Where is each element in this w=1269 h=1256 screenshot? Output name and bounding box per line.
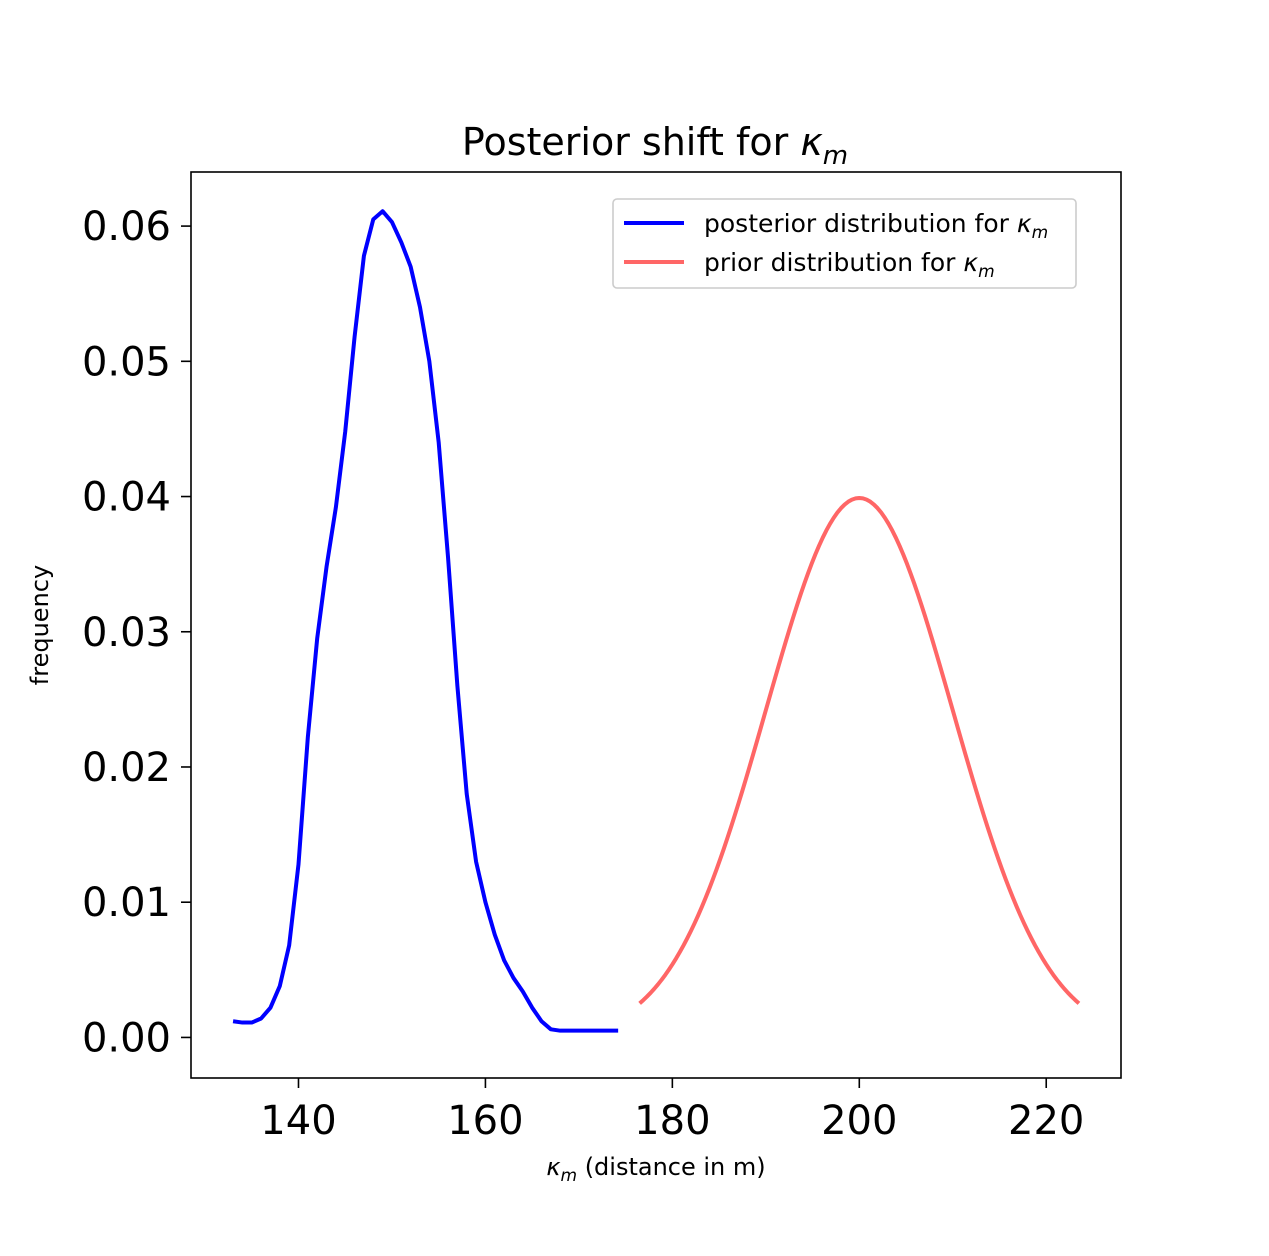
x-tick-label: 180 [634,1098,710,1144]
legend-label-prior: prior distribution for κm [704,248,995,282]
legend-label-posterior: posterior distribution for κm [704,209,1048,243]
x-tick-label: 140 [260,1098,336,1144]
y-tick-label: 0.05 [82,339,171,385]
y-tick-label: 0.04 [82,475,171,521]
legend: posterior distribution for κm prior dist… [612,198,1077,289]
x-axis-label: κm (distance in m) [546,1153,765,1186]
plot-area [191,172,1121,1078]
y-tick-label: 0.02 [82,745,171,791]
legend-frame [612,198,1077,289]
y-tick-label: 0.03 [82,610,171,656]
x-tick-label: 160 [447,1098,523,1144]
y-axis: 0.00 0.01 0.02 0.03 0.04 0.05 0.06 [82,204,191,1061]
posterior-line [232,209,619,1033]
y-tick-label: 0.01 [82,880,171,926]
series-layer [232,209,1081,1033]
y-tick-label: 0.06 [82,204,171,250]
x-tick-label: 200 [821,1098,897,1144]
y-axis-label: frequency [26,565,54,685]
y-tick-label: 0.00 [82,1015,171,1061]
x-tick-label: 220 [1008,1098,1084,1144]
chart-title: Posterior shift for κm [462,120,848,171]
plot-frame [190,171,1122,1079]
prior-line [638,495,1081,1005]
x-axis: 140 160 180 200 220 [260,1078,1084,1144]
